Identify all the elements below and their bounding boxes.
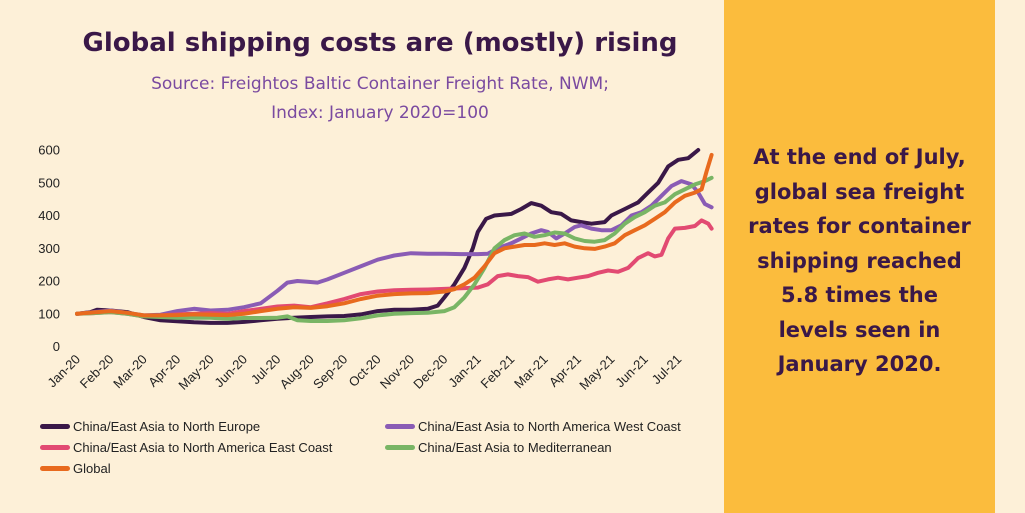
series-line-3 [75,175,714,323]
x-tick-label: Feb-21 [478,352,518,392]
callout-line: rates for container [748,214,971,238]
callout-line: January 2020. [777,352,942,376]
legend-swatch [40,465,70,471]
line-chart: 0100200300400500600Jan-20Feb-20Mar-20Apr… [38,143,714,393]
legend-item-north-europe: China/East Asia to North Europe [40,415,260,437]
callout-line: shipping reached [757,248,962,273]
x-tick-label: May-21 [576,352,617,393]
x-tick-label: Mar-21 [511,352,551,392]
chart-legend: China/East Asia to North Europe China/Ea… [40,415,720,485]
legend-item-na-east-coast: China/East Asia to North America East Co… [40,436,332,458]
y-tick-label: 100 [38,306,60,321]
legend-swatch [385,423,415,429]
legend-swatch [40,423,70,429]
legend-item-global: Global [40,457,111,479]
x-tick-label: Jul-21 [649,352,685,388]
x-tick-label: Dec-20 [410,352,450,392]
x-tick-label: Oct-20 [346,352,384,390]
series-line-1 [75,179,714,318]
legend-swatch [40,444,70,450]
x-tick-label: Aug-20 [277,352,317,392]
callout-panel: At the end of July, global sea freight r… [724,0,995,513]
y-tick-label: 500 [38,175,60,190]
legend-label: Global [73,460,111,476]
x-tick-label: Mar-20 [110,352,150,392]
series-line-4 [75,152,714,318]
y-tick-label: 0 [53,339,60,354]
callout-line: global sea freight [754,179,965,204]
legend-swatch [385,444,415,450]
right-margin [995,0,1025,513]
callout-text: At the end of July, global sea freight r… [724,140,995,382]
y-tick-label: 600 [38,143,60,158]
x-tick-label: Sep-20 [310,352,350,392]
legend-label: China/East Asia to North America West Co… [418,418,681,434]
legend-item-na-west-coast: China/East Asia to North America West Co… [385,415,681,437]
x-tick-label: May-20 [175,352,216,393]
legend-label: China/East Asia to Mediterranean [418,439,612,455]
callout-line: 5.8 times the [781,283,938,307]
chart-title: Global shipping costs are (mostly) risin… [82,28,678,58]
subtitle-line-1: Source: Freightos Baltic Container Freig… [151,74,609,94]
x-tick-label: Jan-21 [445,352,484,391]
chart-subtitle: Source: Freightos Baltic Container Freig… [0,70,760,128]
x-tick-label: Jun-21 [612,352,651,391]
y-tick-label: 300 [38,241,60,256]
y-tick-label: 400 [38,208,60,223]
callout-line: levels seen in [778,317,941,342]
x-tick-label: Feb-20 [77,352,117,392]
legend-label: China/East Asia to North Europe [73,418,261,434]
series-line-2 [75,218,714,319]
legend-item-mediterranean: China/East Asia to Mediterranean [385,436,612,458]
subtitle-line-2: Index: January 2020=100 [271,103,489,123]
legend-label: China/East Asia to North America East Co… [73,439,333,455]
x-tick-label: Jan-20 [44,352,83,391]
y-tick-label: 200 [38,274,60,289]
x-tick-label: Nov-20 [377,352,417,392]
x-tick-label: Jun-20 [211,352,250,391]
series-line-0 [75,148,701,325]
callout-line: At the end of July, [753,145,966,169]
